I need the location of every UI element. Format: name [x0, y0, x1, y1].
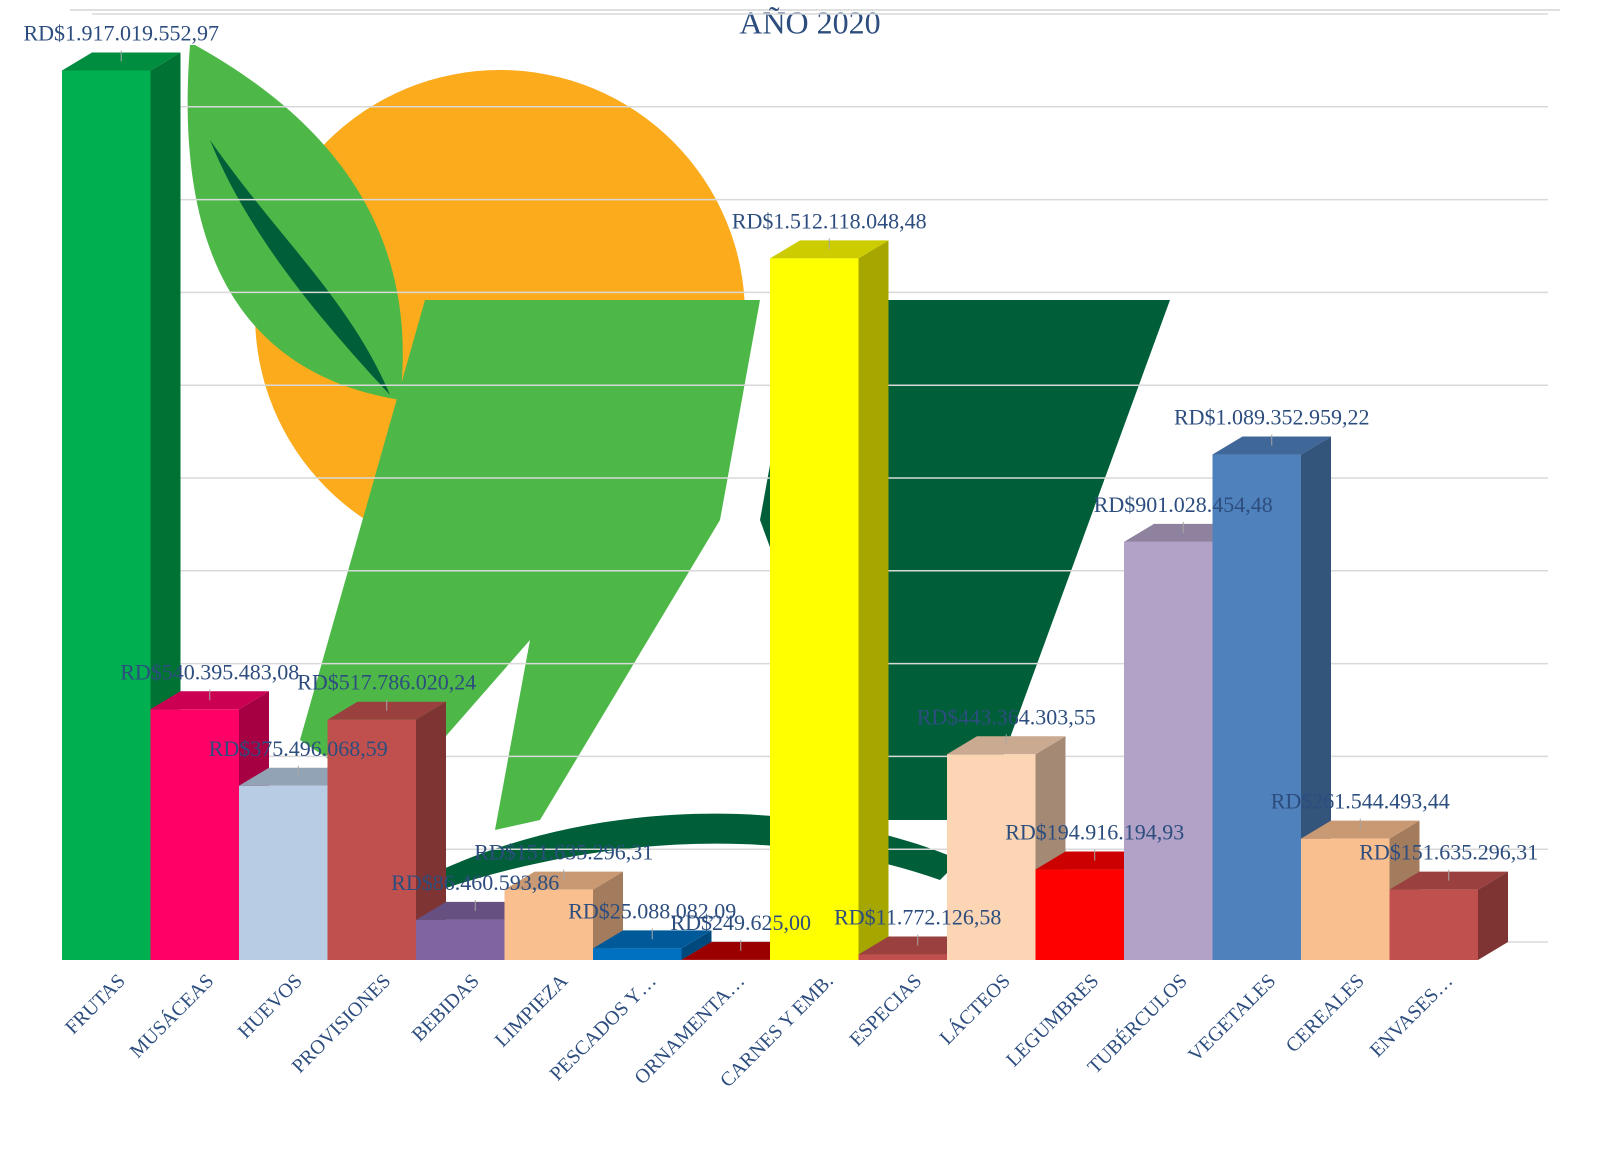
value-label: RD$375.496.068,59	[209, 736, 388, 761]
bar	[327, 719, 416, 960]
bar-group	[770, 240, 889, 961]
bar-side	[681, 930, 712, 960]
value-label: RD$194.916.194,93	[1005, 820, 1184, 845]
bar	[1212, 454, 1301, 960]
value-label: RD$151.635.296,31	[1359, 840, 1538, 865]
bar	[593, 948, 682, 960]
x-tick-label: VEGETALES	[1184, 970, 1280, 1066]
bar-side	[1478, 871, 1508, 960]
bar-group	[1389, 871, 1508, 960]
value-label: RD$901.028.454,48	[1094, 492, 1273, 517]
x-tick-label: FRUTAS	[61, 970, 130, 1039]
x-tick-label: HUEVOS	[234, 970, 307, 1043]
value-label: RD$249.625,00	[670, 910, 811, 935]
x-tick-label: LEGUMBRES	[1002, 970, 1103, 1071]
value-label: RD$1.512.118.048,48	[732, 208, 927, 233]
bar	[1301, 838, 1390, 960]
value-label: RD$517.786.020,24	[297, 670, 476, 695]
bars	[62, 52, 1508, 961]
chart-title: AÑO 2020	[739, 4, 880, 40]
bar-side	[416, 701, 446, 960]
bar	[1124, 541, 1213, 960]
value-label: RD$1.917.019.552,97	[23, 21, 219, 46]
x-tick-label: LÁCTEOS	[935, 969, 1015, 1049]
x-tick-label: BEBIDAS	[408, 970, 484, 1046]
bar	[1389, 889, 1478, 960]
bar	[858, 954, 947, 960]
labels: RD$1.917.019.552,97 RD$540.395.483,08 RD$3…	[23, 21, 1538, 951]
value-label: RD$86.460.593,86	[391, 870, 559, 895]
value-label: RD$151.635.296,31	[474, 840, 653, 865]
bar-top	[62, 52, 181, 71]
value-label: RD$11.772.126,58	[834, 905, 1001, 930]
bar	[416, 919, 505, 960]
bar	[239, 785, 328, 960]
x-tick-label: ESPECIAS	[845, 970, 926, 1051]
x-tick-label: MUSÁCEAS	[125, 969, 218, 1062]
x-tick-label: CEREALES	[1282, 970, 1369, 1057]
bar	[770, 258, 859, 961]
x-tick-label: LIMPIEZA	[491, 970, 573, 1052]
bar-group	[327, 701, 446, 960]
value-label: RD$443.364.303,55	[917, 704, 1096, 729]
bar	[504, 889, 593, 960]
bar	[1035, 869, 1124, 960]
bar	[947, 754, 1036, 960]
value-label: RD$261.544.493,44	[1271, 789, 1450, 814]
bar	[150, 709, 239, 960]
value-label: RD$1.089.352.959,22	[1174, 405, 1370, 430]
bar	[62, 70, 151, 960]
x-tick-label: ENVASES…	[1366, 970, 1458, 1062]
value-label: RD$540.395.483,08	[120, 659, 299, 684]
bar-side	[858, 240, 889, 961]
value-label: RD$25.088.082,09	[568, 898, 736, 923]
